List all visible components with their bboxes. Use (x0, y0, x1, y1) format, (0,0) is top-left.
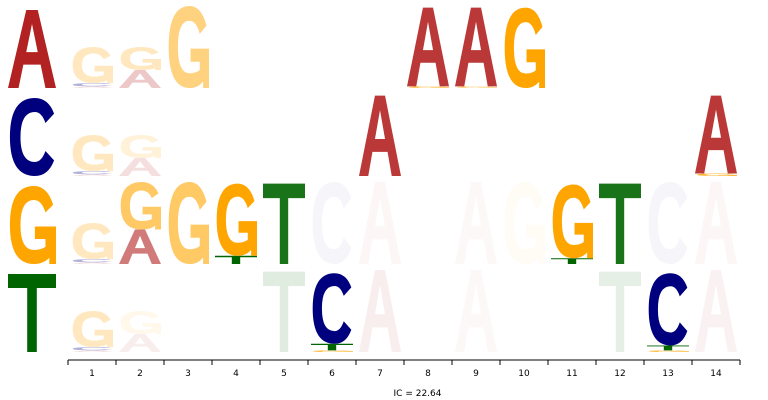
logo-cells (71, 6, 737, 353)
x-tick-label: 14 (710, 369, 722, 379)
logo-letter-row-t-pos-14-a (695, 270, 737, 352)
logo-letter-row-a-pos-8-g (408, 86, 449, 88)
logo-letter-row-g-pos-11-t (551, 258, 593, 264)
x-tick-label: 1 (89, 369, 95, 379)
logo-letter-row-g-pos-3-g (168, 182, 209, 264)
logo-letter-row-c-pos-1-c (72, 171, 112, 175)
logo-letter-row-c-pos-14-g (696, 173, 737, 176)
logo-letter-row-t-pos-6-g (312, 350, 353, 352)
logo-letter-row-t-pos-1-g (72, 311, 113, 348)
logo-letter-row-c-pos-1-g (72, 135, 113, 172)
logo-letter-row-g-pos-7-a (359, 182, 401, 264)
x-tick-label: 6 (329, 369, 335, 379)
logo-letter-row-t-pos-7-a (359, 270, 401, 352)
logo-letter-row-g-pos-12-t (599, 183, 641, 264)
logo-letter-row-g-pos-6-c (312, 182, 352, 264)
logo-letter-row-a-pos-9-g (456, 86, 497, 88)
logo-letter-row-a-pos-2-g (120, 47, 161, 70)
logo-letter-row-g-pos-1-a (71, 262, 113, 264)
x-axis: 1 2 3 4 5 6 7 8 9 10 11 12 13 14 (67, 359, 741, 379)
legend-column (8, 10, 57, 352)
logo-letter-row-c-pos-14-a (695, 95, 737, 174)
logo-letter-row-t-pos-13-t (647, 345, 689, 351)
logo-letter-row-c-pos-2-g (120, 135, 161, 158)
logo-letter-row-g-pos-13-c (648, 182, 688, 264)
logo-letter-row-t-pos-5-t (263, 271, 305, 353)
logo-letter-row-t-pos-2-g (120, 311, 161, 334)
logo-letter-row-t-pos-12-t (599, 271, 641, 353)
logo-letter-row-t-pos-6-t (311, 343, 353, 351)
logo-letter-row-c-pos-7-a (359, 95, 401, 176)
logo-letter-row-a-pos-3-g (168, 6, 209, 88)
x-tick-label: 7 (377, 369, 383, 379)
logo-letter-row-a-pos-1-a (71, 86, 113, 88)
logo-letter-row-g-pos-10-g (504, 182, 545, 264)
logo-letter-row-t-pos-9-a (455, 270, 497, 352)
logo-letter-row-a-pos-2-a (119, 69, 161, 88)
logo-letter-row-g-pos-4-t (215, 255, 257, 264)
logo-letter-row-a-pos-10-g (504, 7, 545, 89)
logo-letter-row-g-pos-14-a (695, 182, 737, 264)
legend-letter-t (8, 274, 56, 352)
logo-letter-row-a-pos-1-c (72, 83, 112, 87)
logo-letter-row-g-pos-2-g (120, 182, 161, 230)
logo-letter-row-t-pos-13-g (648, 350, 689, 352)
x-tick-label: 8 (425, 369, 431, 379)
logo-letter-row-g-pos-2-a (119, 229, 161, 264)
x-tick-label: 2 (137, 369, 143, 379)
x-tick-label: 5 (281, 369, 287, 379)
logo-letter-row-a-pos-1-g (72, 47, 113, 84)
logo-letter-row-t-pos-1-a (71, 350, 113, 352)
x-tick-label: 3 (185, 369, 191, 379)
logo-letter-row-g-pos-5-t (263, 183, 305, 264)
logo-letter-row-g-pos-1-g (72, 223, 113, 260)
legend-letter-g (9, 186, 57, 264)
logo-letter-row-a-pos-8-a (407, 7, 449, 87)
logo-letter-row-g-pos-4-g (216, 183, 257, 256)
ic-label: IC = 22.64 (394, 389, 442, 399)
logo-letter-row-t-pos-2-a (119, 333, 161, 352)
logo-letter-row-g-pos-9-a (455, 182, 497, 264)
x-tick-label: 10 (518, 369, 530, 379)
logo-letter-row-g-pos-11-g (552, 184, 593, 259)
logo-letter-row-c-pos-2-a (119, 157, 161, 177)
x-tick-label: 9 (473, 369, 479, 379)
x-tick-label: 13 (662, 369, 673, 379)
logo-letter-row-c-pos-1-a (71, 174, 113, 176)
logo-letter-row-g-pos-1-c (72, 259, 112, 263)
logo-letter-row-t-pos-13-c (648, 273, 688, 346)
x-tick-label: 12 (614, 369, 625, 379)
logo-letter-row-t-pos-6-c (312, 273, 352, 344)
legend-letter-a (8, 10, 56, 88)
logo-letter-row-t-pos-1-c (72, 347, 112, 351)
x-tick-label: 11 (566, 369, 577, 379)
x-tick-label: 4 (233, 369, 239, 379)
legend-letter-c (9, 98, 55, 176)
logo-letter-row-a-pos-9-a (455, 7, 497, 87)
